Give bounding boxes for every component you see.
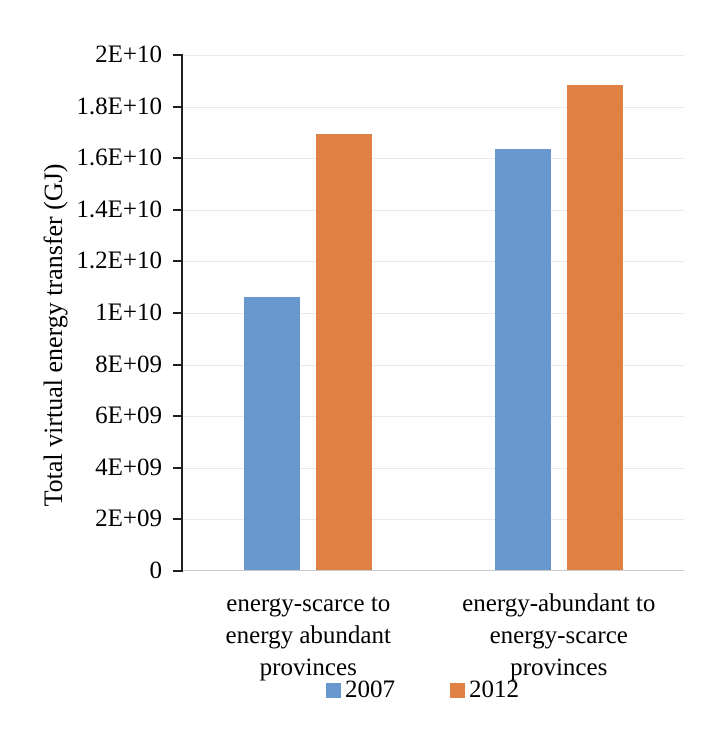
legend-item-2012: 2012 bbox=[450, 676, 519, 704]
legend-swatch-icon bbox=[326, 682, 341, 698]
x-axis-category-label: energy-scarce to energy abundant provinc… bbox=[225, 590, 391, 681]
gridline bbox=[183, 416, 684, 418]
y-axis-tick-mark bbox=[173, 312, 181, 314]
legend-label: 2007 bbox=[345, 676, 395, 703]
y-axis-tick-label: 0 bbox=[149, 557, 163, 584]
gridline bbox=[183, 158, 684, 160]
legend-item-2007: 2007 bbox=[326, 676, 395, 704]
gridline bbox=[183, 364, 684, 366]
legend-label: 2012 bbox=[469, 676, 519, 703]
gridline bbox=[183, 106, 684, 108]
y-axis-tick-label: 2E+09 bbox=[95, 505, 162, 533]
gridline bbox=[183, 55, 684, 56]
y-axis-tick-mark bbox=[173, 105, 181, 108]
y-axis-tick-mark bbox=[173, 157, 181, 160]
y-axis-tick-mark bbox=[173, 518, 181, 521]
bar-2012-category-2 bbox=[566, 84, 623, 570]
y-axis-tick-mark bbox=[173, 260, 181, 263]
gridline bbox=[183, 209, 684, 211]
y-axis-tick-label: 6E+09 bbox=[95, 402, 162, 430]
x-axis-line bbox=[183, 570, 684, 571]
y-axis-tick-label: 1.2E+10 bbox=[76, 247, 162, 275]
y-axis-line bbox=[181, 54, 183, 572]
y-axis-tick-mark bbox=[173, 466, 181, 469]
gridline bbox=[183, 467, 684, 469]
y-axis-tick-mark bbox=[173, 415, 181, 418]
y-axis-tick-label: 4E+09 bbox=[95, 453, 162, 481]
gridline bbox=[183, 313, 684, 314]
y-axis-tick-mark bbox=[173, 570, 181, 572]
y-axis-tick-mark bbox=[173, 208, 181, 211]
y-axis-tick-label: 8E+09 bbox=[95, 350, 162, 378]
plot-area bbox=[183, 55, 684, 571]
y-axis-tick-label: 1.6E+10 bbox=[76, 144, 162, 172]
gridline bbox=[183, 261, 684, 263]
bar-2007-category-2 bbox=[494, 149, 551, 570]
y-axis-tick-label: 1.4E+10 bbox=[76, 195, 162, 223]
y-axis-tick-label: 2E+10 bbox=[95, 41, 162, 68]
y-axis-tick-mark bbox=[173, 363, 181, 366]
y-axis-tick-label: 1.8E+10 bbox=[76, 92, 162, 120]
bar-2007-category-1 bbox=[244, 296, 301, 570]
legend-swatch-icon bbox=[450, 682, 465, 698]
y-axis-tick-label: 1E+10 bbox=[95, 299, 162, 326]
gridline bbox=[183, 519, 684, 521]
x-axis-category-label: energy-abundant to energy-scarce provinc… bbox=[462, 590, 656, 681]
bar-2012-category-1 bbox=[316, 133, 373, 570]
legend: 2007 2012 bbox=[172, 676, 673, 704]
y-axis-tick-mark bbox=[173, 54, 181, 56]
